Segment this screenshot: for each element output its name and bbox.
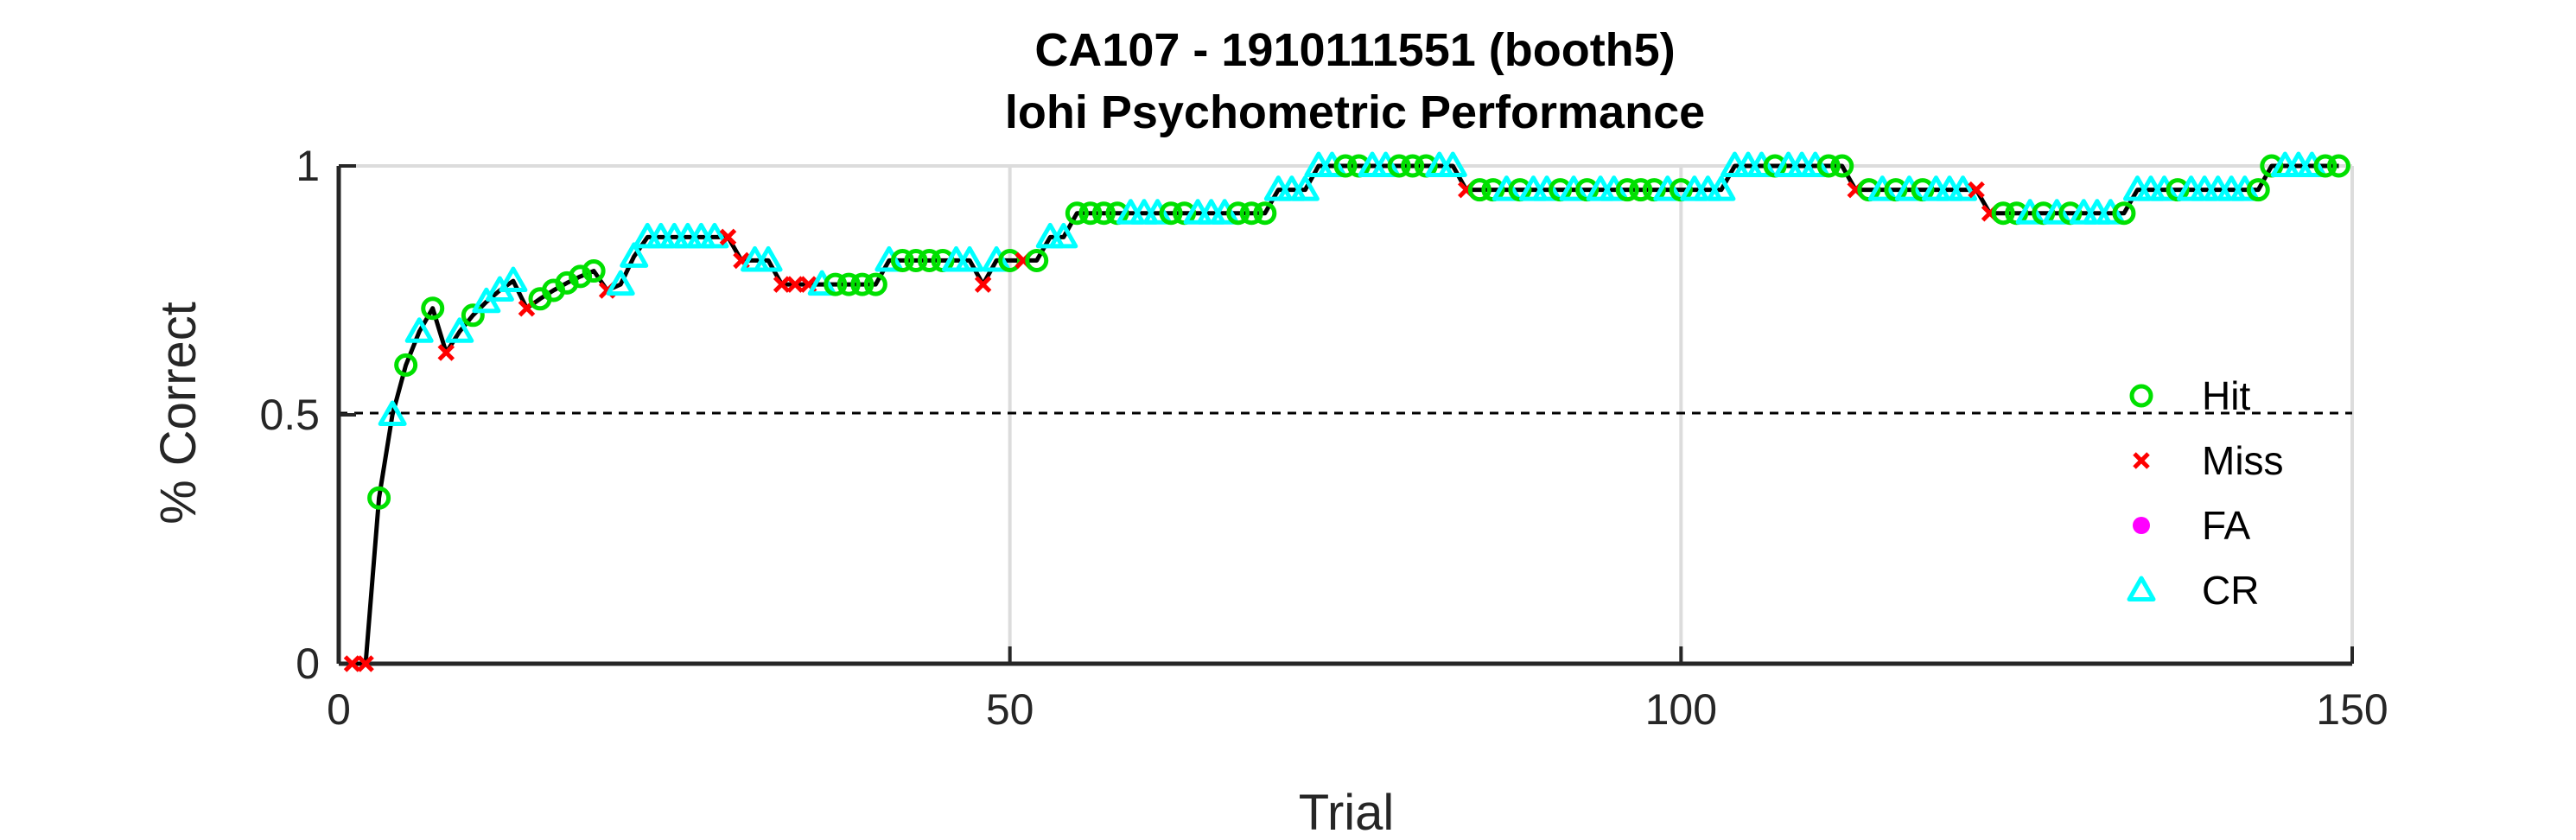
hit-marker: [904, 248, 928, 272]
hit-marker: [394, 353, 418, 377]
hit-marker: [2313, 154, 2337, 178]
legend-miss: Miss: [2133, 438, 2284, 483]
hit-marker: [1467, 178, 1492, 202]
hit-marker: [1078, 201, 1103, 226]
miss-marker: [719, 228, 737, 246]
y-tick-label: 0: [296, 640, 320, 688]
hit-marker: [421, 296, 445, 321]
hit-marker: [1830, 154, 1854, 178]
hit-marker: [1816, 154, 1841, 178]
x-tick-label: 100: [1645, 685, 1717, 734]
legend-fa: FA: [2133, 503, 2251, 548]
hit-marker: [1253, 201, 1277, 226]
legend: Hit Miss FA CR: [2127, 373, 2284, 613]
cr-marker: [404, 317, 434, 343]
hit-marker: [1629, 178, 1653, 202]
hit-marker: [1239, 201, 1263, 226]
hit-marker: [2326, 154, 2350, 178]
hit-marker: [1991, 201, 2015, 226]
legend-fa-label: FA: [2202, 503, 2251, 548]
miss-marker: [773, 276, 791, 293]
legend-cr-label: CR: [2202, 568, 2259, 613]
cr-marker: [620, 242, 649, 268]
hit-marker: [863, 272, 887, 296]
cr-marker: [606, 270, 635, 296]
legend-cr-icon: [2127, 576, 2156, 601]
hit-marker: [890, 248, 914, 272]
hit-marker: [917, 248, 941, 272]
hit-marker: [367, 486, 391, 510]
legend-miss-label: Miss: [2202, 438, 2284, 483]
legend-cr: CR: [2127, 568, 2259, 613]
x-tick-label: 150: [2316, 685, 2388, 734]
chart-subtitle: lohi Psychometric Performance: [1005, 86, 1705, 138]
cr-marker: [1290, 175, 1320, 201]
miss-marker: [1968, 181, 1985, 199]
hit-marker: [2246, 178, 2270, 202]
chart-title: CA107 - 1910111551 (booth5): [1034, 24, 1675, 76]
cr-marker: [955, 245, 984, 272]
hit-marker: [850, 272, 875, 296]
hit-marker: [1091, 201, 1116, 226]
x-axis-label: Trial: [1299, 785, 1395, 840]
hit-marker: [1401, 154, 1425, 178]
y-axis-label: % Correct: [150, 302, 207, 525]
hit-marker: [461, 303, 485, 328]
legend-hit-icon: [2129, 384, 2153, 408]
hit-marker: [1226, 201, 1250, 226]
miss-marker: [974, 276, 992, 293]
x-tick-label: 50: [986, 685, 1034, 734]
legend-hit: Hit: [2129, 373, 2250, 418]
cr-marker: [700, 222, 729, 249]
y-ticks: 00.51: [259, 142, 356, 688]
legend-miss-icon: [2133, 452, 2150, 469]
miss-marker: [437, 344, 455, 361]
x-ticks: 0 50 100 150: [327, 646, 2388, 734]
cr-marker: [445, 317, 474, 343]
hit-marker: [1615, 178, 1639, 202]
cr-marker: [1049, 222, 1078, 249]
cr-marker: [378, 400, 407, 426]
hit-marker: [1025, 248, 1049, 272]
cr-marker: [499, 266, 528, 293]
trial-markers: [343, 151, 2350, 672]
y-tick-label: 1: [296, 142, 320, 190]
hit-marker: [824, 272, 848, 296]
hit-marker: [1065, 201, 1089, 226]
hit-marker: [569, 264, 593, 289]
y-tick-label: 0.5: [259, 391, 320, 439]
hit-marker: [998, 248, 1022, 272]
hit-marker: [1333, 154, 1358, 178]
miss-marker: [343, 655, 361, 672]
cr-marker: [754, 245, 783, 272]
hit-marker: [582, 259, 606, 283]
cr-marker: [1707, 175, 1736, 201]
hit-marker: [836, 272, 861, 296]
miss-marker: [357, 655, 374, 672]
x-tick-label: 0: [327, 685, 351, 734]
miss-marker: [786, 276, 804, 293]
cr-marker: [1949, 175, 1978, 201]
hit-marker: [1159, 201, 1183, 226]
legend-fa-icon: [2133, 517, 2150, 534]
cr-marker: [1438, 151, 1467, 177]
legend-hit-label: Hit: [2202, 373, 2250, 418]
hit-marker: [1387, 154, 1411, 178]
hit-marker: [2112, 201, 2136, 226]
